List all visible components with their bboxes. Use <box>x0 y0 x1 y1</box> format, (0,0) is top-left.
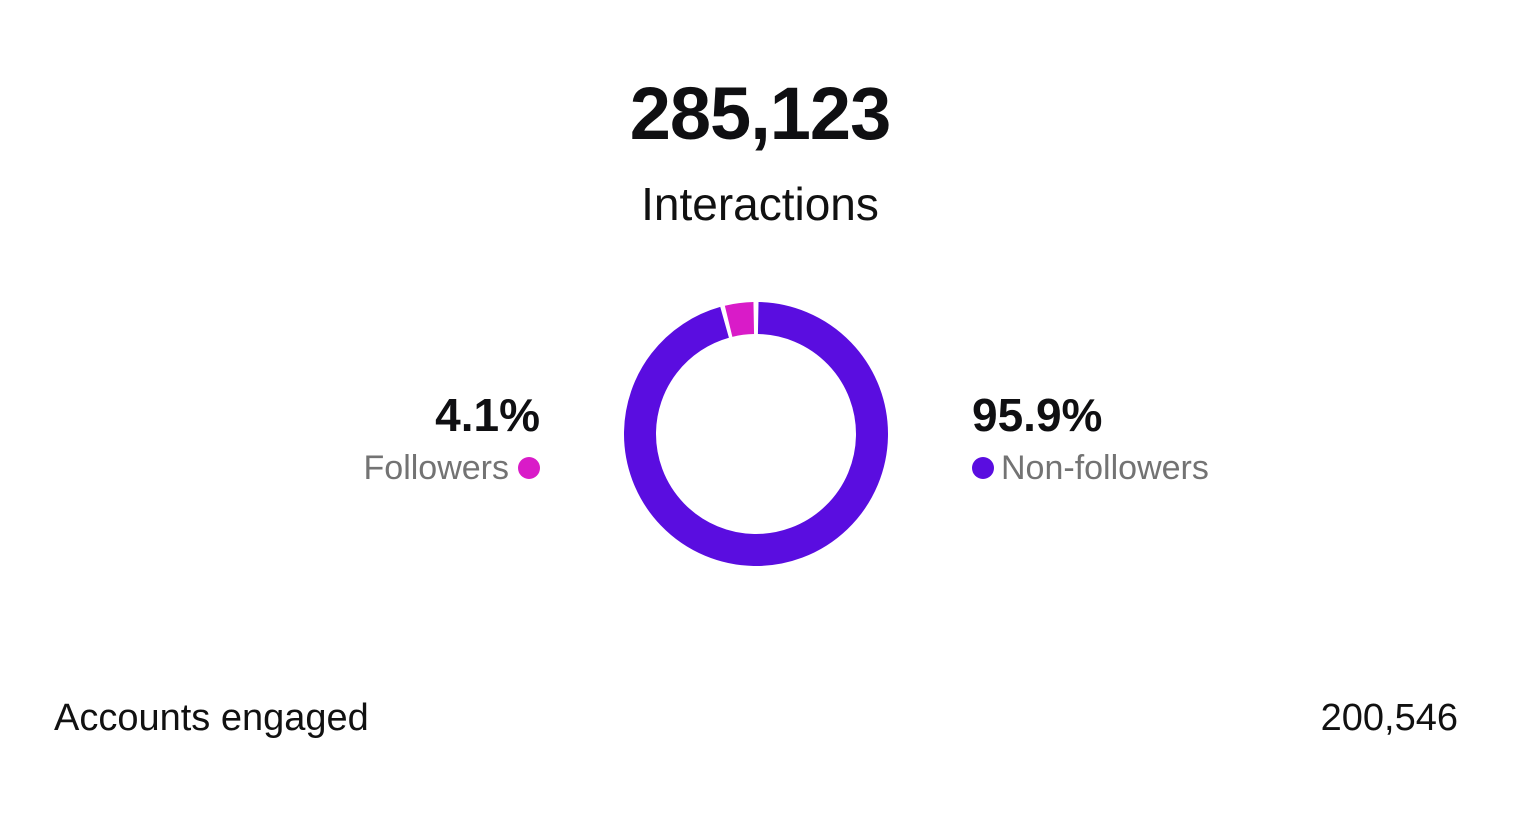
donut-slice-non-followers <box>624 302 888 566</box>
followers-percent: 4.1% <box>435 389 540 441</box>
non-followers-legend: Non-followers <box>972 447 1292 489</box>
non-followers-percent: 95.9% <box>972 389 1103 441</box>
interactions-label: Interactions <box>641 178 879 230</box>
accounts-engaged-label: Accounts engaged <box>54 697 369 739</box>
interactions-total: 285,123 <box>629 72 892 155</box>
audience-donut-chart <box>624 302 888 566</box>
non-followers-legend-dot <box>972 457 994 479</box>
followers-stat: 4.1% Followers <box>220 385 540 489</box>
followers-legend-label: Followers <box>363 449 509 487</box>
donut-slice-followers <box>624 302 888 566</box>
non-followers-legend-label: Non-followers <box>1001 449 1209 487</box>
accounts-engaged-value: 200,546 <box>1320 697 1458 739</box>
non-followers-stat: 95.9% Non-followers <box>972 385 1292 489</box>
followers-legend-dot <box>518 457 540 479</box>
followers-legend: Followers <box>220 447 540 489</box>
accounts-engaged-row: Accounts engaged 200,546 <box>54 694 1458 742</box>
